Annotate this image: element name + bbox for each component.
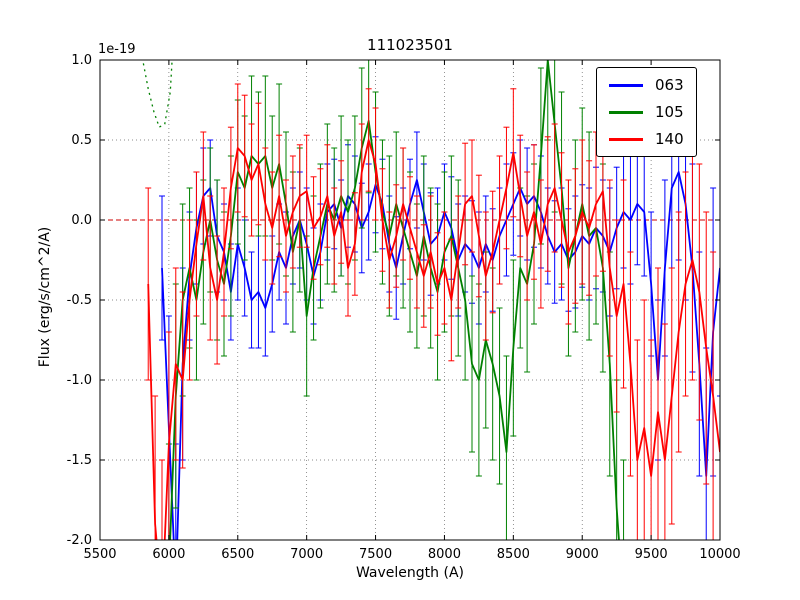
x-tick-label: 6500 xyxy=(221,547,254,562)
legend-item-140: 140 xyxy=(609,130,684,148)
y-axis-offset-text: 1e-19 xyxy=(98,42,136,57)
y-tick-label: 1.0 xyxy=(71,53,92,68)
dotted-curve xyxy=(142,60,173,129)
x-tick-label: 7500 xyxy=(359,547,392,562)
x-tick-label: 8500 xyxy=(497,547,530,562)
x-tick-label: 10000 xyxy=(699,547,740,562)
legend-label-105: 105 xyxy=(655,103,684,121)
y-tick-label: 0.0 xyxy=(71,213,92,228)
legend: 063 105 140 xyxy=(596,67,697,157)
data-layer xyxy=(145,60,720,540)
x-tick-label: 6000 xyxy=(152,547,185,562)
series-063 xyxy=(159,83,720,540)
legend-line-sample-063 xyxy=(609,83,643,87)
x-tick-label: 8000 xyxy=(428,547,461,562)
x-tick-label: 5500 xyxy=(83,547,116,562)
legend-label-140: 140 xyxy=(655,130,684,148)
y-tick-label: 0.5 xyxy=(71,133,92,148)
x-tick-label: 7000 xyxy=(290,547,323,562)
y-tick-label: -1.0 xyxy=(67,373,92,388)
x-axis-label: Wavelength (A) xyxy=(355,565,464,581)
y-tick-label: -1.5 xyxy=(67,453,92,468)
legend-line-sample-140 xyxy=(609,137,643,141)
x-tick-label: 9500 xyxy=(635,547,668,562)
legend-line-sample-105 xyxy=(609,110,643,114)
legend-item-105: 105 xyxy=(609,103,684,121)
plot-title: 111023501 xyxy=(367,36,453,54)
legend-label-063: 063 xyxy=(655,76,684,94)
y-tick-label: -0.5 xyxy=(67,293,92,308)
y-axis-label: Flux (erg/s/cm^2/A) xyxy=(37,226,53,368)
series-140 xyxy=(145,83,720,540)
legend-item-063: 063 xyxy=(609,76,684,94)
axis-ticks: 5500 6000 6500 7000 7500 8000 8500 9000 9500 1000… xyxy=(67,53,741,562)
x-tick-label: 9000 xyxy=(566,547,599,562)
y-tick-label: -2.0 xyxy=(67,533,92,548)
